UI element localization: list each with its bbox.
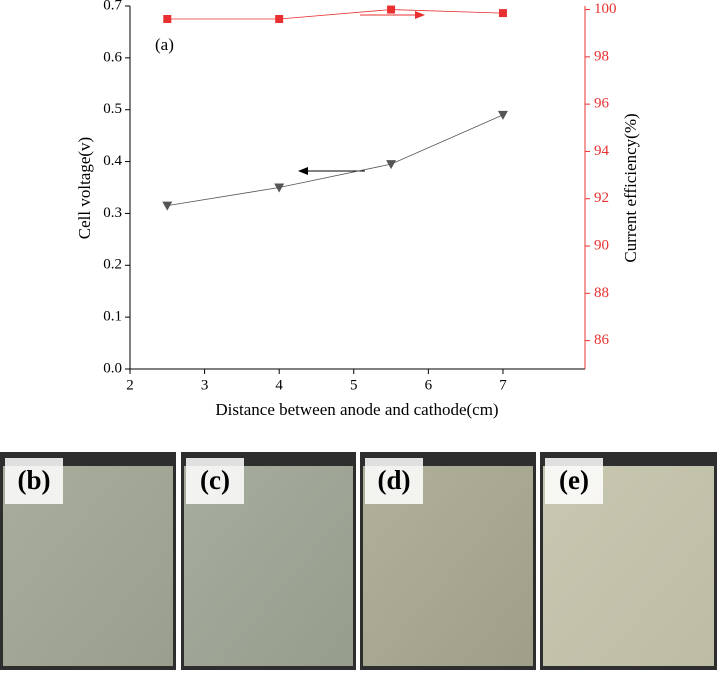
y2-tick-label: 94 [594,143,610,159]
y-tick-label: 0.7 [103,0,122,13]
y2-tick-label: 90 [594,237,609,253]
series-line [167,9,503,20]
y-tick-label: 0.6 [103,49,122,65]
marker [275,15,284,24]
y2-tick-label: 100 [594,1,617,17]
y-tick-label: 0.5 [103,101,122,117]
y2-tick-label: 88 [594,285,609,301]
arrow [298,167,365,175]
photo-label: (e) [559,465,589,495]
y2-tick-label: 96 [594,96,610,112]
x-tick-label: 4 [275,377,283,393]
x-tick-label: 7 [499,377,507,393]
marker [274,183,285,193]
marker [497,110,508,120]
y2-tick-label: 92 [594,190,609,206]
arrow [360,11,425,19]
y2-tick-label: 98 [594,48,609,64]
y-tick-label: 0.1 [103,309,122,325]
photo-label-bg [5,458,63,504]
x-tick-label: 6 [425,377,433,393]
y-axis-label: Cell voltage(v) [75,137,94,239]
series-line [167,114,504,207]
x-tick-label: 2 [126,377,134,393]
x-tick-label: 3 [201,377,209,393]
photo-label-bg [545,458,603,504]
y-tick-label: 0.4 [103,153,122,169]
photo-label: (b) [18,465,51,495]
x-tick-label: 5 [350,377,358,393]
photo-label: (c) [200,465,230,495]
marker [498,9,507,18]
y-tick-label: 0.0 [103,360,122,376]
annotation: (a) [155,35,174,54]
marker [163,15,172,24]
y2-axis-label: Current efficiency(%) [621,113,640,262]
marker [386,160,397,170]
marker [162,201,173,211]
y-tick-label: 0.3 [103,205,122,221]
y2-tick-label: 86 [594,332,610,348]
photo-label-bg [186,458,244,504]
photo-label: (d) [378,465,411,495]
x-axis-label: Distance between anode and cathode(cm) [215,400,498,419]
marker [387,5,396,14]
photo-label-bg [365,458,423,504]
y-tick-label: 0.2 [103,257,122,273]
